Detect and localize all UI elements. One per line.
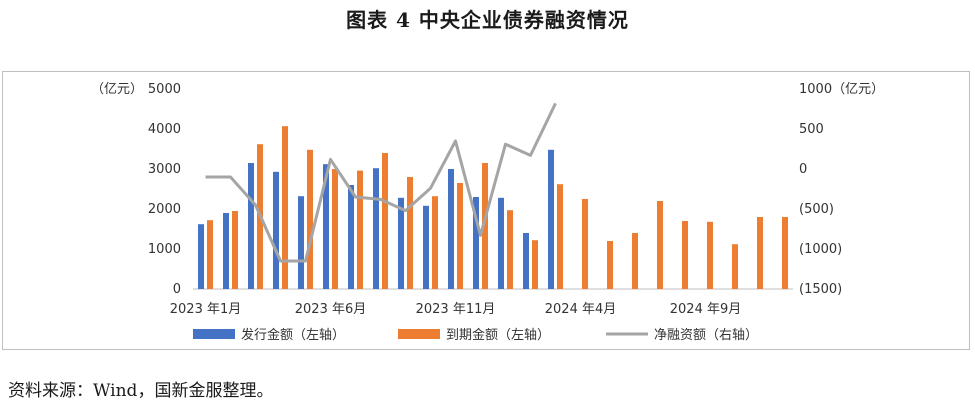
left-axis-unit: （亿元）	[91, 82, 143, 97]
left-tick-label-3: 3000	[148, 162, 181, 177]
maturity-bar-19	[682, 221, 688, 289]
x-tick-label-3: 2024 年4月	[545, 302, 617, 317]
issue-bar-2	[248, 163, 254, 289]
legend-label-1: 到期金额（左轴）	[446, 327, 550, 343]
maturity-bar-16	[607, 241, 613, 289]
right-tick-label-2: 0	[799, 162, 807, 177]
issue-bar-6	[348, 185, 354, 289]
legend-label-2: 净融资额（右轴）	[654, 328, 758, 343]
maturity-bar-10	[457, 183, 463, 289]
right-tick-label-3: (500)	[799, 202, 834, 217]
issue-bar-12	[498, 197, 504, 289]
left-tick-label-0: 0	[173, 282, 181, 297]
maturity-bar-7	[382, 153, 388, 289]
maturity-bar-12	[507, 210, 513, 289]
maturity-bar-5	[332, 169, 338, 289]
maturity-bar-4	[307, 149, 313, 289]
maturity-bar-3	[282, 126, 288, 289]
maturity-bar-11	[482, 163, 488, 289]
maturity-bar-21	[732, 244, 738, 289]
issue-bar-9	[423, 205, 429, 289]
right-tick-label-4: (1000)	[799, 242, 842, 257]
maturity-bar-8	[407, 177, 413, 289]
issue-bar-0	[198, 224, 204, 289]
maturity-bar-9	[432, 196, 438, 289]
legend-swatch-0	[193, 329, 235, 339]
chart-frame: 0 1000 2000 3000 4000 5000 （亿元） 1000（亿元） 500 0 (50…	[2, 71, 970, 350]
maturity-bar-14	[557, 184, 563, 289]
issue-bar-11	[473, 197, 479, 289]
issue-bar-5	[323, 164, 329, 289]
x-tick-label-1: 2023 年6月	[295, 302, 367, 317]
x-tick-label-0: 2023 年1月	[170, 302, 242, 317]
chart-title: 图表 4 中央企业债券融资情况	[346, 8, 629, 32]
maturity-bar-0	[207, 220, 213, 289]
issue-bar-3	[273, 171, 279, 289]
net-financing-line	[205, 102, 557, 263]
maturity-bar-18	[657, 201, 663, 289]
legend-label-0: 发行金额（左轴）	[241, 327, 345, 343]
left-tick-label-2: 2000	[148, 202, 181, 217]
issue-bar-1	[223, 213, 229, 289]
left-tick-label-5: 5000	[148, 82, 181, 97]
right-axis-unit: 1000（亿元）	[799, 82, 884, 97]
right-tick-label-5: (1500)	[799, 282, 842, 297]
maturity-bar-15	[582, 199, 588, 289]
issue-bar-14	[548, 149, 554, 289]
maturity-bar-22	[757, 217, 763, 289]
issue-bar-8	[398, 197, 404, 289]
maturity-bar-6	[357, 170, 363, 289]
maturity-bar-1	[232, 211, 238, 289]
source-note: 资料来源：Wind，国新金服整理。	[8, 381, 274, 401]
issue-bar-4	[298, 196, 304, 289]
left-tick-label-4: 4000	[148, 122, 181, 137]
right-tick-label-1: 500	[799, 122, 824, 137]
maturity-bar-13	[532, 240, 538, 289]
x-tick-label-4: 2024 年9月	[670, 302, 742, 317]
issue-bar-7	[373, 168, 379, 289]
maturity-bar-20	[707, 221, 713, 289]
maturity-bar-17	[632, 233, 638, 289]
legend-swatch-1	[398, 329, 440, 339]
maturity-bar-23	[782, 217, 788, 289]
left-tick-label-1: 1000	[148, 242, 181, 257]
issue-bar-13	[523, 233, 529, 289]
issue-bar-10	[448, 169, 454, 289]
x-tick-label-2: 2023 年11月	[416, 302, 496, 317]
